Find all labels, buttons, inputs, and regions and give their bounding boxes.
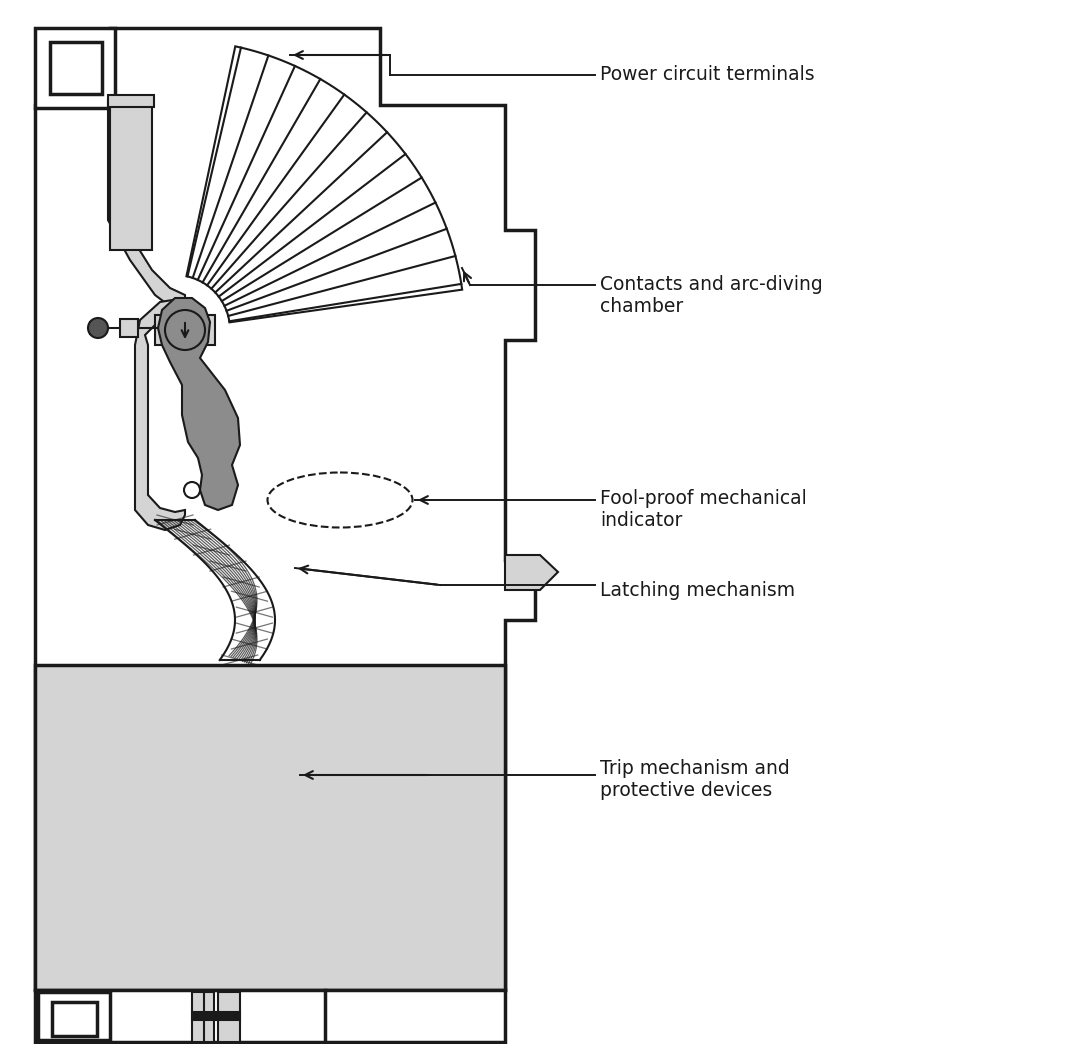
Polygon shape <box>108 100 185 312</box>
Bar <box>52 1002 97 1036</box>
Bar <box>50 42 102 94</box>
Polygon shape <box>135 298 185 530</box>
Polygon shape <box>505 555 558 590</box>
Text: Contacts and arc-diving
chamber: Contacts and arc-diving chamber <box>600 275 823 315</box>
Bar <box>35 990 505 1042</box>
Bar <box>35 665 505 990</box>
Bar <box>218 992 240 1042</box>
Bar <box>35 28 114 108</box>
Circle shape <box>184 482 200 498</box>
Text: Latching mechanism: Latching mechanism <box>600 580 795 599</box>
Text: Power circuit terminals: Power circuit terminals <box>600 66 814 85</box>
Bar <box>90 322 105 334</box>
Polygon shape <box>158 298 240 511</box>
Bar <box>192 992 214 1042</box>
Circle shape <box>165 310 205 350</box>
Bar <box>108 95 154 106</box>
Text: Fool-proof mechanical
indicator: Fool-proof mechanical indicator <box>600 490 807 530</box>
Bar <box>156 315 215 345</box>
Circle shape <box>87 318 108 338</box>
Bar <box>120 319 138 337</box>
Polygon shape <box>187 46 462 323</box>
Text: Trip mechanism and
protective devices: Trip mechanism and protective devices <box>600 759 789 801</box>
Bar <box>38 992 110 1040</box>
Bar <box>110 100 152 250</box>
Polygon shape <box>35 28 535 990</box>
Bar <box>192 1012 240 1020</box>
